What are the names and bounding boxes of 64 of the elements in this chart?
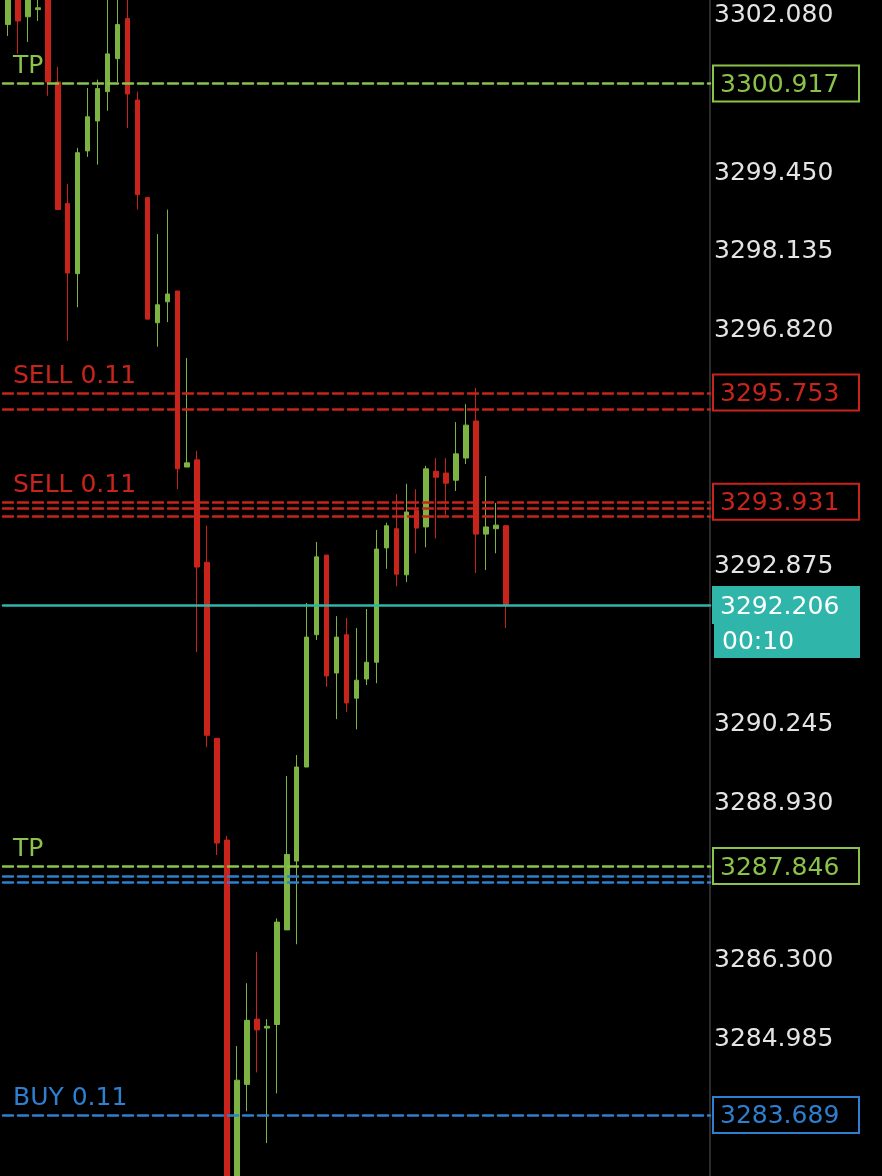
- ref-line-label: TP: [12, 50, 44, 80]
- candlestick: [204, 525, 210, 748]
- candlestick: [404, 483, 409, 583]
- candlestick: [165, 209, 170, 323]
- ref-line-label: BUY 0.11: [13, 1081, 128, 1111]
- candlestick: [15, 0, 21, 55]
- candlestick: [35, 0, 41, 22]
- y-tick-label: 3302.080: [714, 0, 834, 29]
- candlestick: [274, 918, 280, 1094]
- text: 00:10: [722, 625, 795, 655]
- candlestick: [314, 541, 319, 641]
- candlestick: [145, 197, 150, 320]
- y-tick-label: 3292.875: [714, 550, 834, 580]
- candlestick: [55, 66, 61, 211]
- candlestick: [105, 0, 110, 112]
- y-tick-label: 3299.450: [714, 156, 834, 186]
- candlestick: [155, 233, 160, 348]
- candlestick: [364, 608, 369, 686]
- candlestick: [493, 502, 499, 554]
- candlestick: [85, 87, 90, 158]
- y-tick-label: 3283.689: [720, 1100, 840, 1130]
- candlestick: [135, 91, 140, 211]
- candlestick: [374, 529, 379, 684]
- y-tick-label: 3298.135: [714, 235, 834, 265]
- y-tick-label: 3286.300: [714, 944, 834, 974]
- candlestick: [264, 1018, 270, 1144]
- candlestick: [115, 0, 120, 83]
- candlestick: [324, 554, 329, 688]
- candlestick: [453, 421, 459, 492]
- candlestick: [65, 183, 70, 342]
- candlestick: [5, 0, 11, 37]
- ref-line-label: SELL 0.11: [13, 468, 137, 498]
- candlestick: [384, 522, 389, 570]
- y-tick-label: 3293.931: [720, 487, 840, 517]
- y-tick-label: 3284.985: [714, 1022, 834, 1052]
- candlestick: [125, 0, 130, 129]
- candlestick: [334, 615, 339, 720]
- candlestick: [45, 0, 51, 97]
- candlestick: [184, 357, 190, 468]
- y-tick-label: 3288.930: [714, 786, 834, 816]
- candlestick: [483, 475, 489, 571]
- y-tick-label: 3296.820: [714, 314, 834, 344]
- ref-line-label: TP: [12, 832, 44, 862]
- y-tick-label: 3300.917: [720, 68, 840, 98]
- candlestick: [214, 737, 220, 856]
- ref-line-label: SELL 0.11: [13, 359, 137, 389]
- candlestick: [224, 835, 230, 1176]
- candlestick: [463, 403, 469, 465]
- candlestick: [75, 147, 80, 308]
- candlestick: [95, 79, 100, 166]
- y-tick-label: 3292.206: [720, 590, 840, 620]
- candlestick: [234, 1045, 240, 1176]
- y-tick-label: 3295.753: [720, 378, 840, 408]
- candlestick: [354, 627, 359, 730]
- candlestick: [244, 982, 250, 1112]
- y-tick-label: 3290.245: [714, 707, 834, 737]
- candlestick: [284, 775, 290, 931]
- candlestick: [294, 754, 299, 945]
- candlestick: [344, 617, 349, 713]
- candlestick: [503, 525, 509, 629]
- candlestick: [304, 602, 309, 768]
- y-tick-label: 3287.846: [720, 851, 840, 881]
- candlestick: [25, 0, 31, 43]
- candlestick: [254, 951, 260, 1073]
